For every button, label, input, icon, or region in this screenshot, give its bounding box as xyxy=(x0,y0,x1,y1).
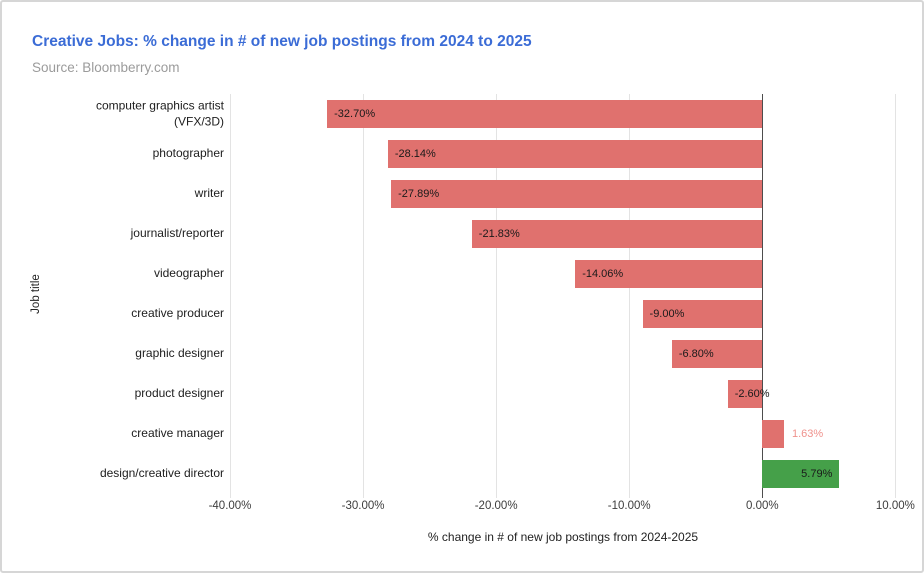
bar-value-label: -27.89% xyxy=(398,188,440,200)
bar[interactable] xyxy=(327,100,763,128)
bar-value-label: -32.70% xyxy=(334,108,376,120)
category-label: journalist/reporter xyxy=(130,226,224,241)
category-label: graphic designer xyxy=(135,346,224,361)
x-tick-label: -40.00% xyxy=(208,500,252,512)
chart-title: Creative Jobs: % change in # of new job … xyxy=(32,33,532,50)
bar-value-label: -21.83% xyxy=(478,228,520,240)
plot-area: -32.70% -28.14% -27.89% -21.83% -14.06% -9.00… xyxy=(230,94,922,498)
bar-value-label: -28.14% xyxy=(394,148,436,160)
category-label: computer graphics artist (VFX/3D) xyxy=(95,98,224,128)
bar[interactable] xyxy=(762,460,840,488)
category-label: writer xyxy=(194,186,224,201)
category-label: design/creative director xyxy=(99,466,224,481)
category-label: product designer xyxy=(134,386,224,401)
bar-value-label: 5.79% xyxy=(801,468,833,480)
bar[interactable] xyxy=(671,340,763,368)
x-tick-label: 0.00% xyxy=(745,500,779,512)
y-axis-title: Job title xyxy=(30,274,42,314)
bar-value-label: -14.06% xyxy=(582,268,624,280)
category-label: creative manager xyxy=(131,426,224,441)
bar[interactable] xyxy=(642,300,763,328)
bar-value-label: 1.63% xyxy=(791,428,824,440)
x-tick-label: -20.00% xyxy=(474,500,518,512)
category-label: photographer xyxy=(152,146,224,161)
gridline xyxy=(496,94,498,498)
bar[interactable] xyxy=(471,220,763,248)
bar-value-label: -9.00% xyxy=(649,308,685,320)
chart-source: Source: Bloomberry.com xyxy=(32,60,180,75)
bar[interactable] xyxy=(387,140,763,168)
x-tick-label: 10.00% xyxy=(875,500,915,512)
category-label: videographer xyxy=(153,266,224,281)
bar[interactable] xyxy=(575,260,763,288)
bar[interactable] xyxy=(727,380,763,408)
bar-value-label: -6.80% xyxy=(678,348,714,360)
zero-axis-line xyxy=(762,94,764,498)
x-tick-label: -30.00% xyxy=(341,500,385,512)
x-tick-label: -10.00% xyxy=(607,500,651,512)
gridline xyxy=(230,94,231,498)
gridline xyxy=(895,94,897,498)
bar-value-label: -2.60% xyxy=(734,388,770,400)
gridline xyxy=(629,94,631,498)
gridline xyxy=(363,94,365,498)
category-label: creative producer xyxy=(131,306,224,321)
x-axis-title: % change in # of new job postings from 2… xyxy=(427,530,699,544)
bar[interactable] xyxy=(762,420,784,448)
bar[interactable] xyxy=(391,180,763,208)
